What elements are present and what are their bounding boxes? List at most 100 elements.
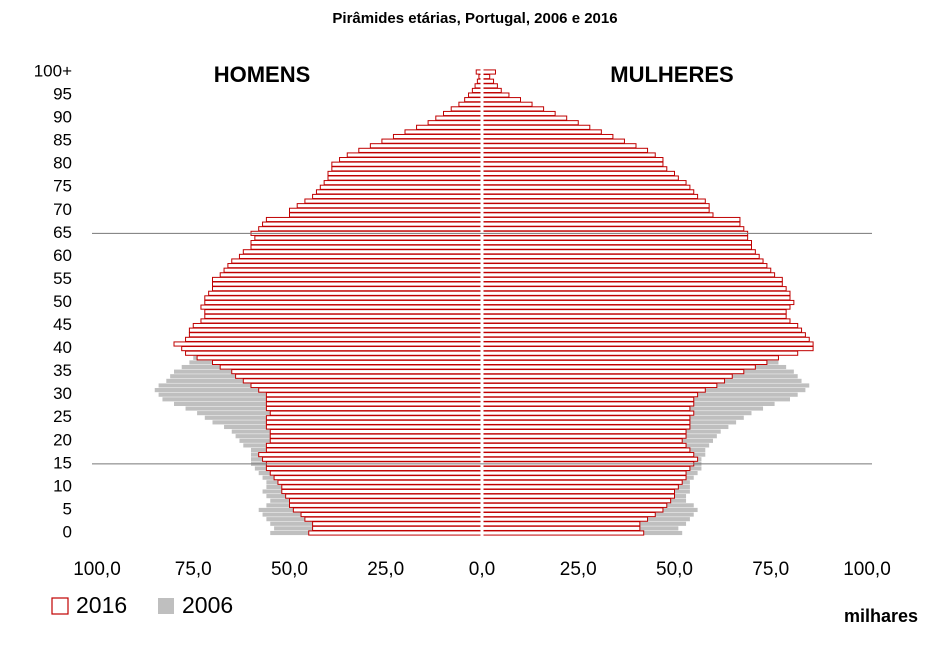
x-tick-label: 100,0 xyxy=(73,559,121,580)
y-tick-label: 95 xyxy=(53,85,72,104)
bar xyxy=(481,355,779,361)
bar xyxy=(464,97,483,103)
bar xyxy=(481,396,695,402)
y-tick-label: 90 xyxy=(53,108,72,127)
bar xyxy=(481,175,679,181)
bar xyxy=(481,304,791,310)
bar xyxy=(223,267,483,273)
bar xyxy=(481,97,521,103)
bar xyxy=(277,479,483,485)
bar xyxy=(481,373,733,379)
bar xyxy=(250,244,483,250)
bar xyxy=(481,465,691,472)
bar xyxy=(258,387,483,393)
bar xyxy=(481,424,691,430)
legend-label: 2006 xyxy=(182,592,233,618)
bar xyxy=(481,484,679,490)
bar xyxy=(481,364,756,370)
bar xyxy=(265,424,483,430)
bar xyxy=(481,313,787,319)
bar xyxy=(481,401,695,407)
bar xyxy=(262,221,483,227)
bar xyxy=(265,396,483,402)
x-tick-label: 75,0 xyxy=(175,559,212,580)
bar xyxy=(481,452,695,458)
bar xyxy=(481,470,687,476)
y-tick-label: 40 xyxy=(53,338,72,357)
bar xyxy=(481,115,568,121)
bar xyxy=(458,101,483,107)
y-tick-label: 65 xyxy=(53,223,72,242)
bar xyxy=(285,493,483,499)
bar xyxy=(481,447,691,453)
bar xyxy=(481,369,745,375)
y-tick-label: 45 xyxy=(53,315,72,334)
bar xyxy=(481,170,675,176)
y-tick-label: 75 xyxy=(53,177,72,196)
x-tick-label: 0,0 xyxy=(469,559,495,580)
bar xyxy=(481,143,637,149)
bar xyxy=(265,415,483,421)
bar xyxy=(481,152,656,158)
y-tick-label: 85 xyxy=(53,131,72,150)
bar xyxy=(481,124,591,130)
bar xyxy=(481,502,668,508)
bar xyxy=(481,69,496,75)
bar xyxy=(481,410,695,416)
bar xyxy=(181,346,483,352)
y-tick-label: 55 xyxy=(53,269,72,288)
bar xyxy=(481,207,710,213)
bar xyxy=(212,281,483,287)
bar xyxy=(481,521,641,527)
bar xyxy=(481,272,776,278)
bar xyxy=(304,198,483,204)
bar xyxy=(481,78,495,84)
bar xyxy=(238,253,483,259)
bar xyxy=(481,327,803,333)
bar xyxy=(481,438,683,444)
x-axis-label: milhares xyxy=(844,606,918,626)
bar xyxy=(481,83,498,89)
x-tick-label: 50,0 xyxy=(271,559,308,580)
bar xyxy=(281,488,483,495)
bar xyxy=(327,175,483,181)
y-tick-label: 10 xyxy=(53,476,72,495)
bar xyxy=(481,193,699,200)
bar xyxy=(289,498,483,504)
bar xyxy=(481,295,791,301)
x-tick-label: 25,0 xyxy=(560,559,597,580)
bar xyxy=(481,203,710,209)
bar xyxy=(481,129,602,135)
bar xyxy=(481,309,787,315)
bar xyxy=(269,470,483,476)
bar xyxy=(242,249,483,255)
bar xyxy=(188,327,483,333)
bar xyxy=(269,433,483,439)
bar xyxy=(192,322,483,329)
bar xyxy=(339,157,483,163)
bar xyxy=(481,258,764,264)
bar xyxy=(289,207,483,213)
bar xyxy=(262,456,483,462)
bar xyxy=(481,133,614,140)
bar xyxy=(481,212,714,218)
bar xyxy=(481,106,545,112)
bar xyxy=(212,286,483,292)
legend-swatch xyxy=(158,598,174,614)
bar xyxy=(481,216,741,223)
bar xyxy=(481,249,756,255)
bar xyxy=(481,442,687,448)
bar xyxy=(250,239,483,246)
bar xyxy=(481,516,649,522)
bar xyxy=(481,341,814,347)
legend-label: 2016 xyxy=(76,592,127,618)
y-tick-label: 35 xyxy=(53,361,72,380)
bar xyxy=(173,341,483,347)
bar xyxy=(304,516,483,522)
bar xyxy=(312,521,483,527)
bar xyxy=(481,332,806,338)
bar xyxy=(481,263,768,269)
bar xyxy=(481,267,772,273)
bar xyxy=(381,138,483,144)
